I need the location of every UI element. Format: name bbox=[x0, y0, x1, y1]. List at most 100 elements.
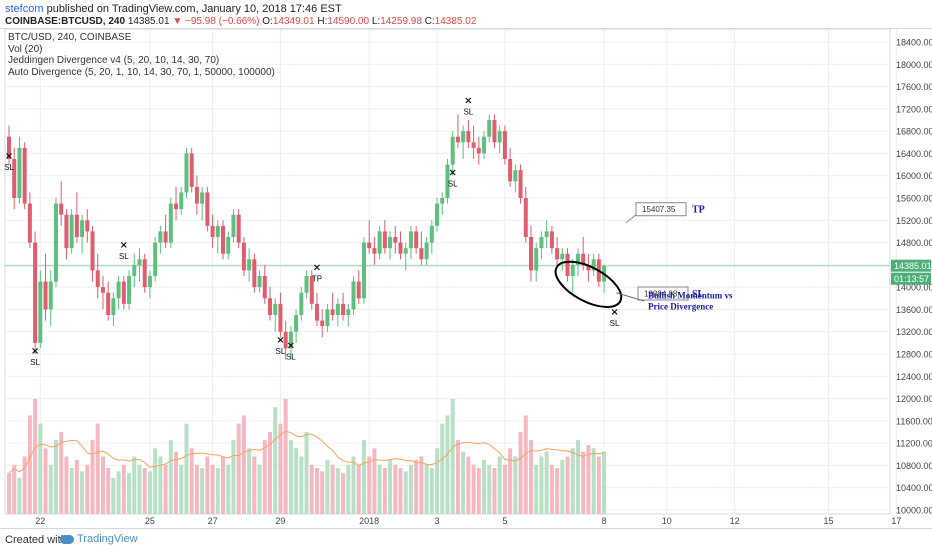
candle-body bbox=[184, 153, 189, 193]
time-tick-label: 12 bbox=[730, 516, 740, 526]
volume-bar bbox=[414, 459, 419, 514]
price-tick-label: 14800.00 bbox=[896, 238, 932, 248]
stop-cross-icon: × bbox=[610, 307, 618, 318]
time-tick-label: 17 bbox=[891, 516, 901, 526]
candle-body bbox=[575, 253, 580, 265]
volume-bar bbox=[325, 459, 330, 514]
candle-body bbox=[565, 253, 570, 276]
volume-bar bbox=[508, 448, 513, 514]
candle-body bbox=[43, 281, 48, 310]
price-tick-label: 17600.00 bbox=[896, 82, 932, 92]
volume-bar bbox=[69, 468, 74, 514]
volume-bar bbox=[200, 468, 205, 514]
stop-marker-label: SL bbox=[610, 319, 620, 328]
volume-bars bbox=[7, 399, 607, 514]
candle-body bbox=[231, 214, 236, 237]
volume-bar bbox=[565, 456, 570, 514]
high-label: H: bbox=[317, 16, 328, 27]
volume-bar bbox=[482, 459, 487, 514]
candle-body bbox=[64, 214, 69, 249]
candle-body bbox=[549, 231, 554, 249]
stop-cross-icon: × bbox=[31, 346, 39, 357]
candle-body bbox=[80, 220, 85, 237]
published-text: published on TradingView.com, January 10… bbox=[46, 3, 342, 15]
volume-bar bbox=[476, 468, 481, 514]
candle-body bbox=[367, 242, 372, 249]
volume-bar bbox=[252, 456, 257, 514]
close-label: C: bbox=[424, 16, 435, 27]
down-arrow-icon: ▼ bbox=[172, 16, 183, 27]
legend-symbol[interactable]: BTC/USD, 240, COINBASE bbox=[8, 32, 132, 43]
time-tick-label: 2018 bbox=[359, 516, 379, 526]
volume-bar bbox=[168, 440, 173, 514]
candle-body bbox=[221, 225, 226, 254]
volume-bar bbox=[241, 415, 246, 514]
candle-body bbox=[299, 292, 304, 315]
volume-bar bbox=[335, 468, 340, 514]
tp-callout-value: 15407.35 bbox=[642, 205, 676, 214]
sl-label: SL bbox=[692, 289, 705, 300]
candle-body bbox=[147, 276, 152, 288]
volume-bar bbox=[273, 407, 278, 514]
candle-body bbox=[497, 131, 502, 143]
volume-bar bbox=[189, 448, 194, 514]
time-tick-label: 27 bbox=[208, 516, 218, 526]
tradingview-logo[interactable]: TradingView bbox=[60, 533, 138, 545]
candle-body bbox=[429, 225, 434, 243]
volume-bar bbox=[132, 456, 137, 514]
candle-body bbox=[424, 242, 429, 260]
candle-body bbox=[252, 259, 257, 288]
volume-bar bbox=[346, 464, 351, 514]
candle-body bbox=[513, 170, 518, 182]
candle-body bbox=[581, 253, 586, 265]
volume-bar bbox=[309, 464, 314, 514]
countdown-label: 01:13:57 bbox=[894, 274, 929, 284]
candle-body bbox=[247, 259, 252, 271]
candle-body bbox=[377, 231, 382, 254]
candle-body bbox=[408, 231, 413, 249]
volume-bar bbox=[560, 459, 565, 514]
candle-body bbox=[320, 320, 325, 327]
candle-body bbox=[142, 259, 147, 288]
candle-body bbox=[273, 303, 278, 315]
volume-bar bbox=[523, 415, 528, 514]
stop-marker-label: SL bbox=[30, 358, 40, 367]
volume-bar bbox=[74, 459, 79, 514]
volume-bar bbox=[487, 464, 492, 514]
high-value: 14590.00 bbox=[327, 16, 370, 27]
volume-bar bbox=[450, 399, 455, 514]
volume-bar bbox=[262, 440, 267, 514]
legend-volume[interactable]: Vol (20) bbox=[8, 43, 43, 55]
volume-bar bbox=[38, 423, 43, 514]
candle-body bbox=[414, 231, 419, 249]
candle-body bbox=[288, 331, 293, 349]
time-tick-label: 29 bbox=[275, 516, 285, 526]
price-tick-label: 11600.00 bbox=[896, 416, 932, 426]
volume-bar bbox=[382, 468, 387, 514]
author-link[interactable]: stefcom bbox=[5, 3, 44, 15]
candle-body bbox=[17, 147, 22, 198]
candle-body bbox=[127, 276, 132, 304]
close-value: 14385.02 bbox=[434, 16, 477, 27]
candle-body bbox=[100, 287, 105, 293]
legend-auto-divergence[interactable]: Auto Divergence (5, 20, 1, 10, 14, 30, 7… bbox=[8, 66, 275, 78]
price-axis[interactable]: 18400.00 18000.00 17600.00 17200.00 16800.00… bbox=[891, 38, 932, 516]
volume-bar bbox=[596, 456, 601, 514]
volume-bar bbox=[59, 431, 64, 514]
volume-bar bbox=[419, 456, 424, 514]
time-axis[interactable]: 2225272920183581012151719 bbox=[35, 516, 932, 526]
volume-bar bbox=[116, 471, 121, 514]
time-tick-label: 22 bbox=[35, 516, 45, 526]
price-tick-label: 13600.00 bbox=[896, 305, 932, 315]
volume-bar bbox=[80, 471, 85, 514]
volume-bar bbox=[205, 456, 210, 514]
ohlc-line: COINBASE:BTCUSD, 240 14385.01 ▼ −95.98 (… bbox=[5, 16, 476, 27]
time-tick-label: 5 bbox=[502, 516, 507, 526]
footer-bar: Created with TradingView bbox=[0, 528, 932, 551]
legend-jeddingen[interactable]: Jeddingen Divergence v4 (5, 20, 10, 14, … bbox=[8, 55, 220, 66]
price-tick-label: 17200.00 bbox=[896, 104, 932, 114]
volume-bar bbox=[492, 468, 497, 514]
volume-bar bbox=[127, 472, 132, 514]
candle-body bbox=[518, 170, 523, 198]
